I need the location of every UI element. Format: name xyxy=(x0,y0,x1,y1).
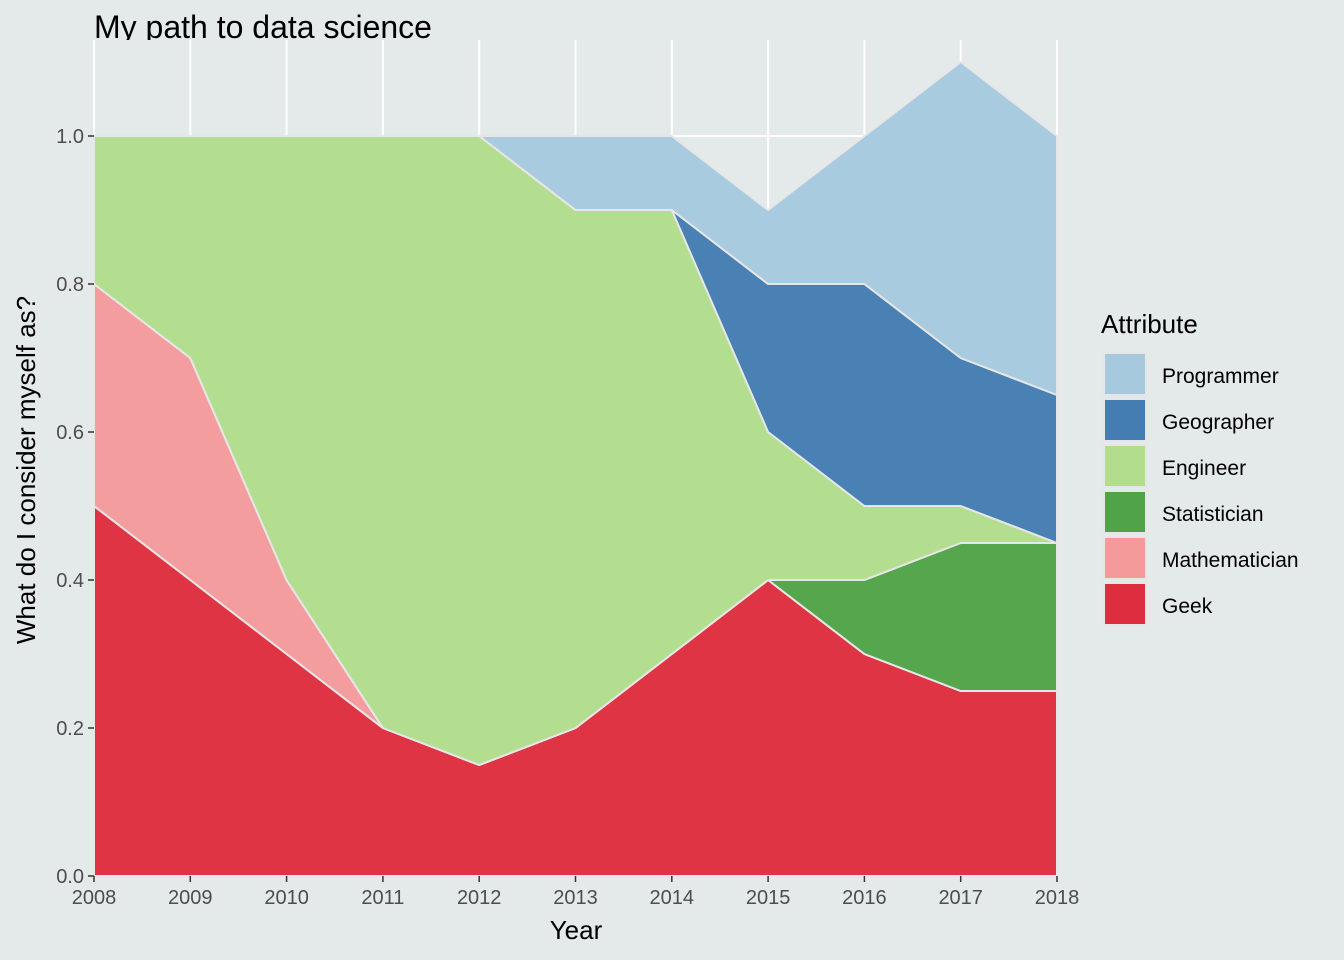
legend-swatch-engineer xyxy=(1103,444,1147,488)
legend-label-geek: Geek xyxy=(1162,595,1213,618)
area-programmer xyxy=(93,61,1058,396)
y-tick-label-5: 1.0 xyxy=(56,126,84,148)
x-tick-label-7: 2015 xyxy=(746,887,791,909)
legend-label-mathematician: Mathematician xyxy=(1162,549,1299,572)
legend-swatch-statistician xyxy=(1103,490,1147,534)
legend-swatch-mathematician xyxy=(1103,536,1147,580)
legend-swatch-geek xyxy=(1103,582,1147,626)
legend-label-engineer: Engineer xyxy=(1162,457,1246,480)
x-tick-label-8: 2016 xyxy=(842,887,887,909)
x-tick-label-2: 2010 xyxy=(264,887,309,909)
area-series-group xyxy=(93,61,1058,877)
legend-swatch-geographer xyxy=(1103,398,1147,442)
legend-label-programmer: Programmer xyxy=(1162,365,1279,388)
y-tick-label-3: 0.6 xyxy=(56,422,84,444)
y-tick-label-0: 0.0 xyxy=(56,866,84,888)
x-tick-label-1: 2009 xyxy=(168,887,213,909)
legend-title: Attribute xyxy=(1101,309,1198,339)
x-tick-label-10: 2018 xyxy=(1035,887,1080,909)
x-tick-label-9: 2017 xyxy=(938,887,983,909)
legend-swatch-programmer xyxy=(1103,352,1147,396)
y-tick-label-4: 0.8 xyxy=(56,274,84,296)
x-tick-label-4: 2012 xyxy=(457,887,502,909)
x-axis: 2008 2009 2010 2011 2012 2013 2014 2015 2016 2017… xyxy=(72,876,1080,909)
y-axis: 0.0 0.2 0.4 0.6 0.8 1.0 xyxy=(56,126,94,888)
x-tick-label-0: 2008 xyxy=(72,887,117,909)
x-tick-label-3: 2011 xyxy=(361,887,404,909)
y-tick-label-2: 0.4 xyxy=(56,570,84,592)
x-tick-label-5: 2013 xyxy=(553,887,598,909)
chart-title: My path to data science xyxy=(94,9,432,45)
x-tick-label-6: 2014 xyxy=(650,887,695,909)
x-axis-title: Year xyxy=(550,915,603,945)
legend: Attribute Programmer Geographer Engineer St… xyxy=(1101,309,1299,626)
legend-label-geographer: Geographer xyxy=(1162,411,1274,434)
legend-label-statistician: Statistician xyxy=(1162,503,1264,526)
y-axis-title: What do I consider myself as? xyxy=(11,296,41,644)
y-tick-label-1: 0.2 xyxy=(56,718,84,740)
